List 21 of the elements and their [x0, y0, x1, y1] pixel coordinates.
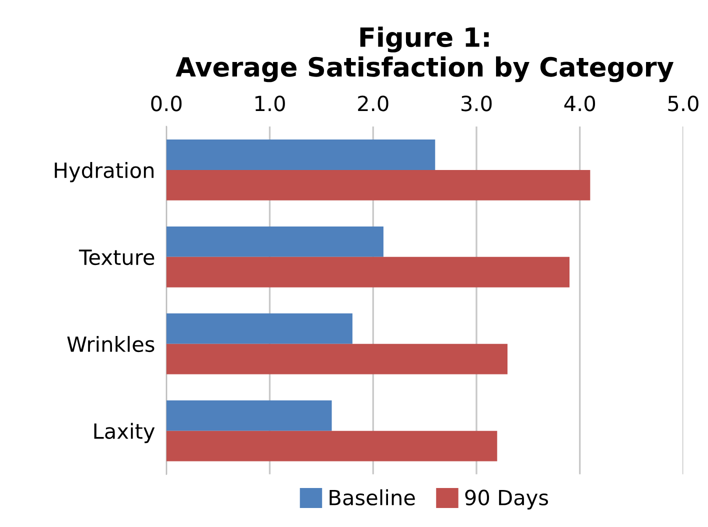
x-tick-label: 2.0 [358, 96, 388, 112]
bar [166, 400, 332, 431]
y-tick-label: Wrinkles [67, 336, 154, 352]
legend-label: Baseline [330, 489, 415, 506]
x-tick-label: 4.0 [564, 96, 596, 112]
bar [166, 430, 498, 462]
x-tick-label: 1.0 [255, 96, 285, 112]
bar [166, 344, 508, 374]
bar [166, 140, 436, 170]
bar [166, 313, 352, 344]
x-tick-label: 5.0 [668, 96, 698, 112]
bar [166, 226, 384, 257]
bar [166, 256, 570, 288]
x-tick-label: 3.0 [462, 96, 492, 112]
y-tick-label: Texture [78, 250, 154, 266]
x-tick-label: 0.0 [151, 96, 182, 112]
y-tick-label: Laxity [94, 422, 155, 444]
bar [166, 170, 590, 200]
legend-label: 90 Days [465, 490, 548, 510]
y-tick-label: Hydration [54, 162, 154, 182]
chart-title: Figure 1: Average Satisfaction by Category [176, 26, 674, 82]
